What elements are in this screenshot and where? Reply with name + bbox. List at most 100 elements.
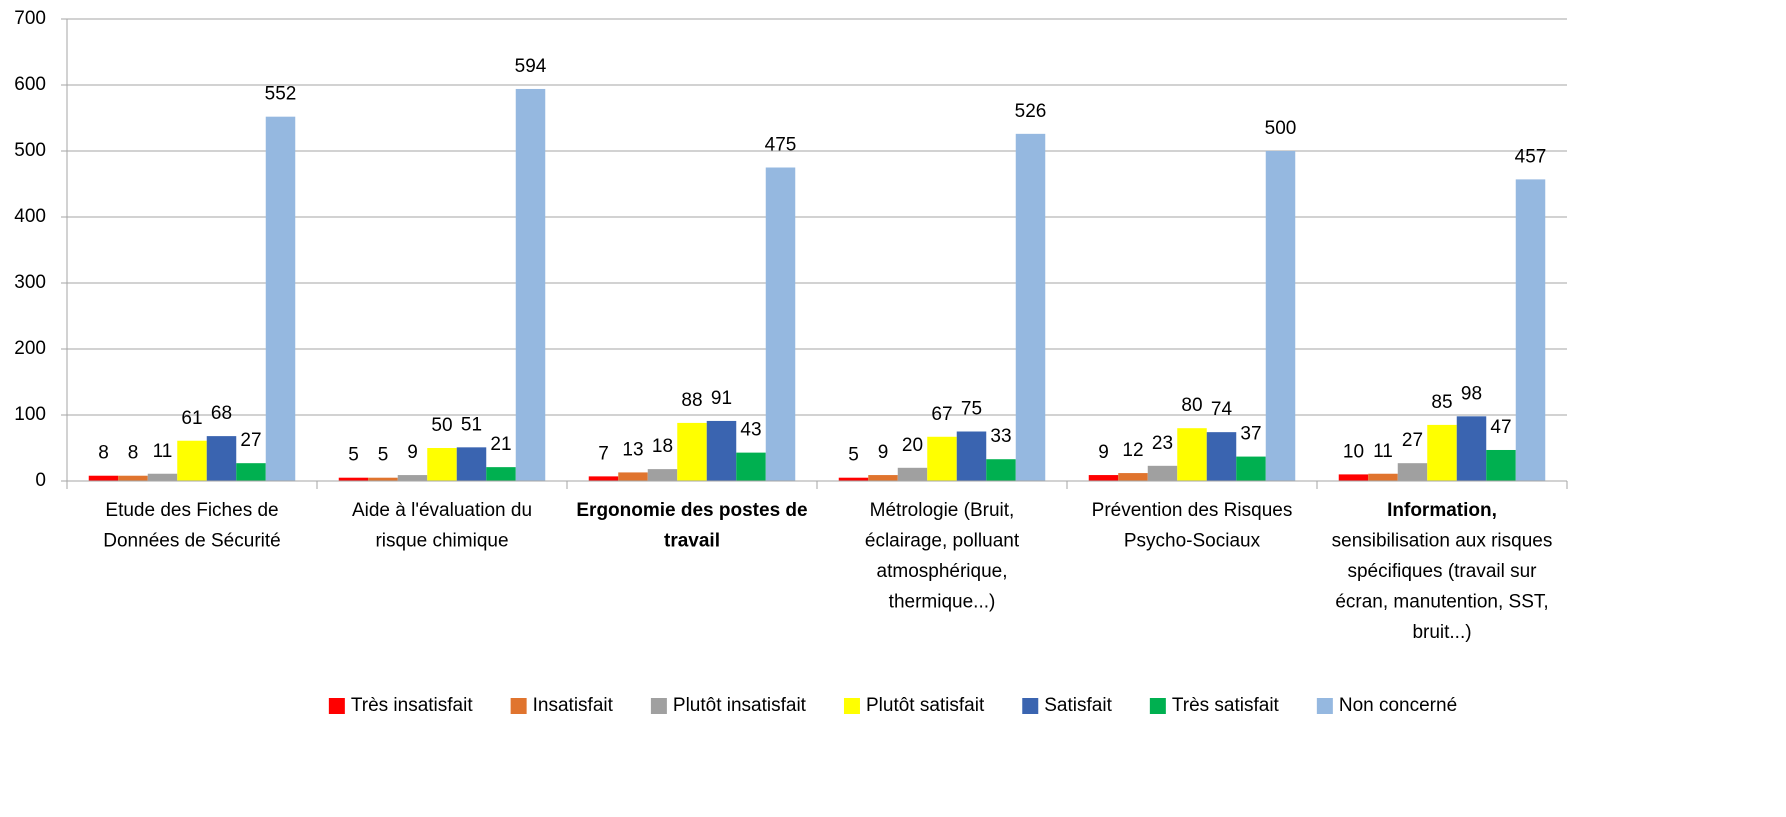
bar — [1147, 465, 1178, 481]
bar — [838, 477, 869, 481]
data-label: 7 — [598, 443, 609, 464]
legend-swatch — [328, 698, 345, 714]
bar — [588, 476, 619, 481]
bar — [265, 116, 296, 482]
data-label: 10 — [1343, 441, 1364, 462]
data-label: 43 — [740, 420, 761, 441]
bar — [765, 167, 796, 481]
bar — [236, 463, 266, 481]
x-tick-label-line: Aide à l'évaluation du — [352, 500, 532, 521]
bar — [1486, 449, 1516, 481]
y-tick-label: 400 — [14, 206, 46, 227]
data-label: 20 — [902, 435, 923, 456]
bar — [897, 467, 928, 481]
legend-label: Plutôt satisfait — [866, 695, 985, 716]
x-tick-label: Aide à l'évaluation du risque chimique — [352, 500, 532, 552]
y-tick-label: 700 — [14, 8, 46, 29]
data-label: 11 — [153, 441, 173, 462]
data-label: 21 — [490, 434, 511, 455]
legend-label: Très insatisfait — [351, 695, 473, 716]
y-tick-label: 300 — [14, 272, 46, 293]
bar — [647, 469, 678, 481]
bar — [986, 459, 1016, 481]
data-label: 5 — [378, 445, 389, 466]
data-label: 11 — [1373, 441, 1393, 462]
x-tick-label: Prévention des Risques Psycho-Sociaux — [1092, 500, 1293, 552]
x-tick-label-line: spécifiques (travail sur — [1347, 561, 1537, 582]
y-tick-label: 500 — [14, 140, 46, 161]
data-label: 12 — [1122, 440, 1143, 461]
data-label: 457 — [1515, 146, 1547, 167]
data-label: 74 — [1211, 399, 1233, 420]
legend: Très insatisfait Insatisfait Plutôt insati… — [328, 695, 1457, 716]
bar — [1427, 424, 1457, 481]
data-label: 27 — [1402, 430, 1423, 451]
bar — [397, 475, 428, 481]
legend-label: Satisfait — [1044, 695, 1112, 716]
data-label: 91 — [711, 388, 732, 409]
data-label: 13 — [622, 439, 643, 460]
bar — [927, 436, 957, 481]
bar — [486, 467, 516, 481]
bar — [368, 477, 398, 481]
legend-label: Plutôt insatisfait — [673, 695, 807, 716]
legend-swatch — [650, 698, 667, 714]
data-label: 475 — [765, 135, 797, 156]
x-tick-label-line: sensibilisation aux risques — [1332, 531, 1553, 552]
x-tick-label-line: Prévention des Risques — [1092, 500, 1293, 521]
bar — [147, 473, 178, 481]
data-label: 67 — [931, 404, 952, 425]
data-label: 98 — [1461, 383, 1482, 404]
y-tick-label: 0 — [35, 470, 46, 491]
data-label: 526 — [1015, 101, 1047, 122]
data-label: 5 — [348, 445, 359, 466]
x-tick-label-line: Données de Sécurité — [103, 531, 280, 552]
bar — [1456, 416, 1487, 481]
data-label: 594 — [515, 56, 547, 77]
data-label: 80 — [1181, 395, 1202, 416]
bar — [1515, 179, 1546, 481]
data-label: 37 — [1240, 424, 1261, 445]
bar — [956, 431, 987, 481]
legend-swatch — [1149, 698, 1166, 714]
data-label: 47 — [1490, 417, 1511, 438]
data-label: 68 — [211, 403, 232, 424]
data-label: 8 — [128, 443, 139, 464]
bar — [868, 475, 898, 481]
data-label: 9 — [878, 442, 889, 463]
legend-swatch — [1022, 698, 1039, 714]
data-label: 18 — [652, 436, 673, 457]
x-tick-label: Ergonomie des postes de travail — [576, 500, 807, 552]
y-tick-label: 600 — [14, 74, 46, 95]
y-tick-label: 200 — [14, 338, 46, 359]
bar — [1015, 133, 1046, 481]
data-label: 61 — [181, 408, 202, 429]
x-tick-label-line: bruit...) — [1412, 622, 1471, 643]
x-tick-label: Information, sensibilisation aux risques s… — [1332, 500, 1553, 643]
bar — [427, 448, 457, 481]
x-tick-label-line: éclairage, polluant — [865, 531, 1020, 552]
data-label: 33 — [990, 426, 1011, 447]
bar — [338, 477, 369, 481]
data-label: 9 — [407, 442, 418, 463]
data-label: 552 — [265, 84, 297, 105]
bar — [1338, 474, 1369, 481]
bar — [118, 475, 148, 481]
bar — [1088, 475, 1119, 481]
bar — [1177, 428, 1207, 481]
bar — [618, 472, 648, 481]
legend-label: Insatisfait — [533, 695, 614, 716]
data-label: 500 — [1265, 118, 1297, 139]
x-tick-label-line: risque chimique — [375, 531, 508, 552]
bar — [177, 440, 207, 481]
x-tick-label-line: thermique...) — [889, 592, 996, 613]
bar — [1368, 473, 1398, 481]
bar — [206, 436, 237, 481]
data-label: 88 — [681, 390, 702, 411]
legend-swatch — [843, 698, 860, 714]
x-tick-label-line: atmosphérique, — [877, 561, 1008, 582]
data-label: 50 — [431, 415, 452, 436]
bar — [88, 475, 119, 481]
data-label: 5 — [848, 445, 859, 466]
